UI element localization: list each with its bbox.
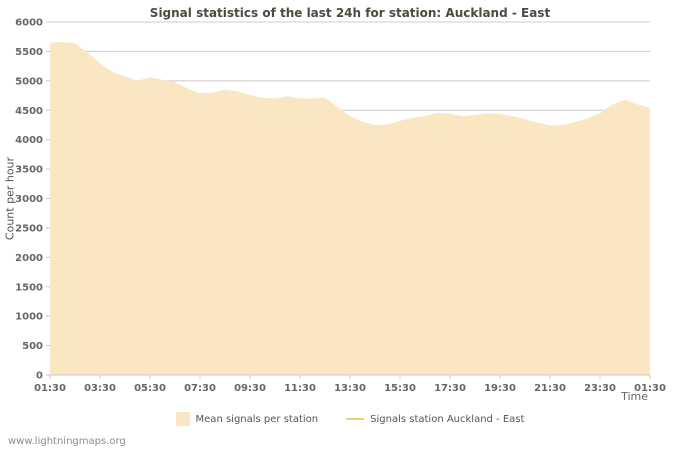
chart-legend: Mean signals per station Signals station… [0, 412, 700, 426]
x-axis-label: Time [621, 390, 648, 403]
y-tick-label: 5500 [15, 47, 43, 58]
x-tick-label: 21:30 [534, 383, 566, 394]
x-tick-label: 19:30 [484, 383, 516, 394]
y-tick-label: 4000 [15, 135, 43, 146]
y-tick-label: 1500 [15, 282, 43, 293]
y-tick-label: 0 [36, 371, 43, 382]
x-tick-label: 13:30 [334, 383, 366, 394]
y-tick-label: 2000 [15, 253, 43, 264]
y-tick-label: 2500 [15, 223, 43, 234]
x-tick-label: 17:30 [434, 383, 466, 394]
x-tick-label: 01:30 [34, 383, 66, 394]
x-tick-label: 01:30 [634, 383, 666, 394]
x-tick-label: 23:30 [584, 383, 616, 394]
legend-label-mean-signals: Mean signals per station [195, 413, 319, 425]
chart-title: Signal statistics of the last 24h for st… [149, 6, 551, 20]
watermark-text: www.lightningmaps.org [8, 436, 126, 447]
mean-signals-area [50, 42, 650, 375]
y-tick-label: 3000 [15, 194, 43, 205]
y-tick-label: 6000 [15, 18, 43, 29]
y-tick-label: 3500 [15, 165, 43, 176]
line-swatch-icon [346, 418, 365, 420]
legend-item-station-signals: Signals station Auckland - East [346, 414, 524, 425]
y-tick-label: 1000 [15, 312, 43, 323]
x-tick-label: 09:30 [234, 383, 266, 394]
x-tick-label: 05:30 [134, 383, 166, 394]
y-tick-label: 500 [22, 341, 43, 352]
x-tick-label: 07:30 [184, 383, 216, 394]
y-tick-label: 5000 [15, 76, 43, 87]
x-tick-label: 15:30 [384, 383, 416, 394]
y-tick-label: 4500 [15, 106, 43, 117]
legend-label-station-signals: Signals station Auckland - East [370, 413, 525, 425]
area-swatch-icon [175, 412, 190, 426]
legend-item-mean-signals: Mean signals per station [175, 412, 319, 426]
x-tick-label: 11:30 [284, 383, 316, 394]
x-tick-label: 03:30 [84, 383, 116, 394]
